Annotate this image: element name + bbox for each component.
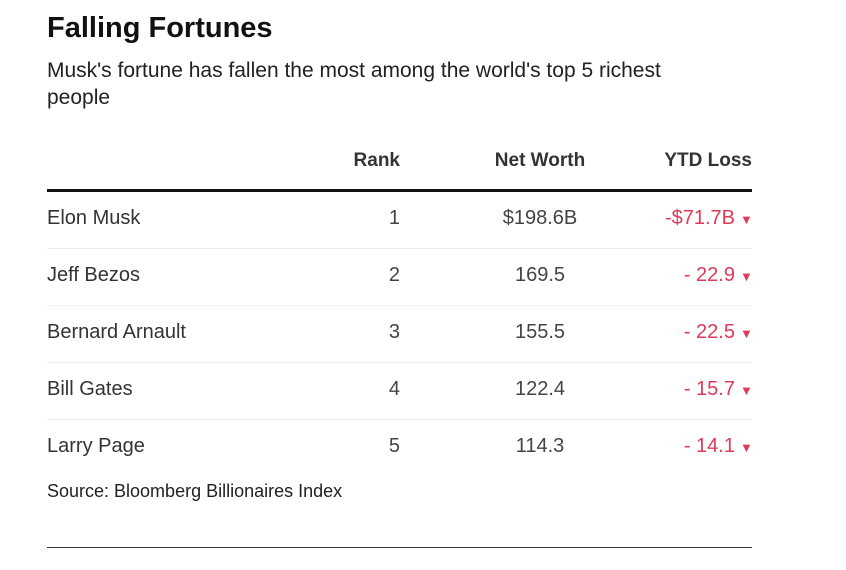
source: Source: Bloomberg Billionaires Index [47, 481, 343, 501]
rank-cell: 3 [388, 321, 400, 343]
header-rule [47, 189, 752, 192]
down-triangle: ▼ [740, 326, 753, 341]
column-header: YTD Loss [664, 150, 752, 171]
row-separator [47, 419, 752, 420]
column-header: Net Worth [494, 150, 586, 171]
net-worth-cell: 122.4 [514, 378, 566, 400]
ytd-loss-cell: -$71.7B [664, 207, 735, 229]
row-separator [47, 248, 752, 249]
down-triangle: ▼ [740, 212, 753, 227]
name-cell: Bernard Arnault [47, 321, 186, 343]
name-cell: Elon Musk [47, 207, 141, 229]
down-triangle: ▼ [740, 440, 753, 455]
name-cell: Larry Page [47, 435, 145, 457]
ytd-loss-cell: - 14.1 [683, 435, 735, 457]
rank-cell: 5 [388, 435, 400, 457]
down-triangle: ▼ [740, 383, 753, 398]
rank-cell: 1 [388, 207, 400, 229]
net-worth-cell: 155.5 [514, 321, 566, 343]
name-cell: Bill Gates [47, 378, 133, 400]
subtitle: Musk's fortune has fallen the most among… [47, 59, 661, 109]
row-separator [47, 362, 752, 363]
ytd-loss-cell: - 15.7 [683, 378, 735, 400]
column-header: Rank [353, 150, 400, 171]
net-worth-cell: 114.3 [515, 435, 565, 457]
row-separator [47, 305, 752, 306]
down-triangle: ▼ [740, 269, 753, 284]
ytd-loss-cell: - 22.5 [683, 321, 735, 343]
net-worth-cell: $198.6B [502, 207, 578, 229]
ytd-loss-cell: - 22.9 [683, 264, 735, 286]
title: Falling Fortunes [47, 12, 273, 44]
rank-cell: 4 [388, 378, 400, 400]
rank-cell: 2 [388, 264, 400, 286]
bottom-rule [47, 547, 752, 548]
net-worth-cell: 169.5 [514, 264, 566, 286]
name-cell: Jeff Bezos [47, 264, 141, 286]
